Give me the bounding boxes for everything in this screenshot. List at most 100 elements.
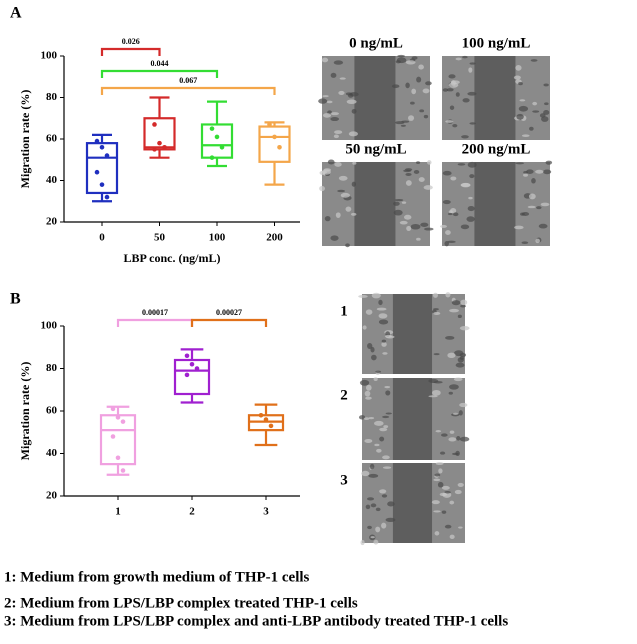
cell (370, 346, 375, 353)
cell (365, 504, 371, 510)
cell (338, 175, 348, 181)
cell (538, 223, 548, 229)
cell (468, 67, 473, 73)
cell (381, 522, 387, 529)
cell (330, 117, 340, 122)
cell (545, 160, 553, 165)
cell (399, 220, 408, 225)
point (194, 366, 200, 371)
cell (375, 526, 381, 533)
cell (422, 88, 430, 94)
bracket (100, 47, 161, 56)
cell (447, 212, 453, 216)
cell (379, 427, 388, 432)
cell (384, 385, 391, 389)
cell (330, 235, 339, 241)
cell (367, 497, 375, 501)
cell (360, 539, 365, 546)
cell (416, 76, 422, 83)
cell (435, 462, 444, 466)
cell (410, 223, 421, 230)
cell (379, 489, 387, 494)
cell (346, 99, 357, 105)
cell (374, 443, 380, 447)
cell (449, 430, 455, 434)
cell (378, 313, 388, 319)
cell (321, 169, 331, 175)
cell (448, 437, 457, 442)
cell (352, 161, 357, 165)
cell (373, 539, 379, 545)
cell (418, 64, 424, 70)
cell (370, 536, 375, 539)
cell (431, 500, 440, 505)
y-axis-label: Migration rate (%) (18, 362, 32, 461)
p-value: 0.026 (122, 37, 140, 46)
cell (363, 417, 370, 421)
cell (535, 238, 540, 244)
cell (447, 352, 456, 358)
y-tick-label: 80 (46, 91, 58, 103)
cell (403, 169, 412, 173)
cell (441, 510, 447, 514)
note: 3: Medium from LPS/LBP complex and anti-… (4, 613, 508, 629)
cell (345, 206, 352, 212)
cell (367, 525, 372, 530)
cell (408, 115, 415, 121)
cell (454, 489, 462, 495)
cell (371, 354, 377, 361)
cell (455, 450, 460, 457)
cell (467, 91, 477, 96)
cell (469, 174, 475, 179)
cell (334, 130, 343, 135)
cell (526, 169, 534, 174)
cell (450, 207, 457, 214)
cell (531, 178, 536, 184)
cell (395, 60, 401, 64)
cell (423, 185, 433, 190)
x-tick-label: 2 (189, 506, 195, 518)
point (99, 182, 105, 187)
cell (382, 466, 392, 469)
cell (425, 81, 432, 86)
cell (452, 124, 458, 128)
cell (467, 206, 475, 212)
cell (445, 120, 454, 123)
point (94, 169, 100, 175)
cell (381, 341, 387, 347)
cell (362, 325, 367, 330)
box (85, 142, 119, 195)
cell (351, 108, 357, 114)
point (184, 353, 190, 359)
cell (358, 294, 368, 298)
cell (449, 500, 455, 505)
cell (521, 241, 529, 245)
point (263, 417, 269, 422)
cell (459, 402, 468, 408)
cell (382, 415, 390, 419)
cell (393, 201, 400, 206)
cell (337, 189, 346, 193)
point (120, 419, 126, 424)
y-axis-label: Migration rate (%) (18, 90, 32, 189)
cell (521, 212, 530, 217)
cell (324, 216, 331, 222)
cell (432, 292, 438, 298)
image-label: 200 ng/mL (462, 141, 531, 157)
cell (411, 88, 417, 95)
cell (351, 181, 357, 187)
cell (516, 113, 524, 120)
cell (405, 172, 412, 176)
cell (428, 395, 438, 398)
cell (540, 202, 550, 207)
point (120, 468, 126, 473)
cell (385, 412, 392, 415)
p-value: 0.044 (151, 59, 169, 68)
point (272, 134, 277, 140)
cell (385, 390, 391, 396)
wound-gap (392, 378, 433, 460)
point (268, 423, 274, 429)
cell (449, 384, 459, 390)
box (258, 125, 291, 163)
cell (419, 109, 425, 113)
